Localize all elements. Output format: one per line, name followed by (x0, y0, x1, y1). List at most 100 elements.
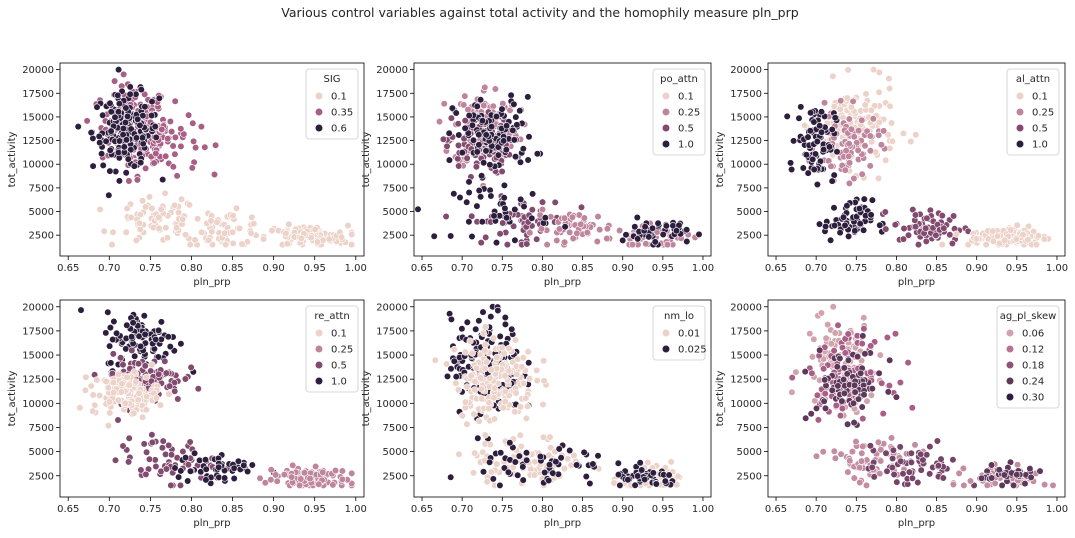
scatter-point (155, 326, 163, 335)
scatter-point (516, 403, 525, 411)
legend-label: 1.0 (1032, 140, 1048, 151)
scatter-point (177, 142, 185, 150)
scatter-point (162, 152, 170, 160)
x-tick-label: 0.75 (845, 504, 867, 515)
scatter-point (185, 201, 193, 209)
scatter-point (461, 116, 469, 125)
legend-label: 0.1 (331, 92, 347, 103)
scatter-point (120, 143, 128, 151)
scatter-point (202, 465, 210, 473)
scatter-point (490, 334, 498, 342)
scatter-point (152, 462, 160, 471)
scatter-point (129, 319, 137, 327)
scatter-point (186, 467, 195, 475)
scatter-point (896, 443, 904, 451)
legend-marker (1005, 328, 1015, 338)
x-tick-label: 0.70 (98, 263, 120, 274)
scatter-point (135, 219, 143, 227)
scatter-point (114, 416, 122, 424)
y-axis-label: tot_activity (715, 132, 726, 188)
x-tick-label: 1.00 (345, 263, 367, 274)
scatter-point (127, 213, 135, 222)
x-tick-label: 1.00 (1046, 263, 1068, 274)
y-tick-label: 10000 (730, 160, 762, 171)
scatter-point (1036, 467, 1044, 475)
scatter-point (196, 456, 204, 465)
scatter-point (93, 376, 101, 384)
y-tick-label: 17500 (376, 326, 408, 337)
scatter-point (837, 450, 845, 458)
scatter-point (881, 208, 889, 216)
scatter-point (482, 358, 491, 366)
scatter-point (622, 231, 630, 239)
scatter-point (857, 369, 865, 377)
scatter-point (849, 97, 857, 105)
scatter-point (87, 129, 95, 137)
scatter-point (515, 452, 523, 460)
scatter-point (188, 164, 196, 172)
scatter-point (787, 165, 796, 174)
scatter-point (344, 222, 352, 230)
scatter-point (474, 434, 482, 442)
scatter-point (651, 238, 659, 246)
scatter-point (654, 219, 662, 227)
y-axis-label: tot_activity (7, 371, 18, 427)
scatter-point (102, 329, 110, 337)
x-tick-label: 0.95 (652, 504, 674, 515)
scatter-point (126, 83, 134, 91)
scatter-point (491, 85, 500, 93)
scatter-point (854, 127, 863, 135)
scatter-point (633, 472, 642, 480)
scatter-point (177, 467, 185, 475)
legend-label: 0.25 (1032, 108, 1054, 119)
scatter-point (926, 443, 934, 451)
scatter-point (194, 215, 202, 223)
scatter-point (477, 96, 485, 104)
scatter-point (830, 102, 838, 111)
scatter-point (874, 174, 883, 182)
scatter-point (905, 468, 914, 476)
scatter-point (641, 223, 649, 231)
scatter-point (485, 404, 493, 413)
scatter-point (845, 159, 854, 167)
scatter-point (533, 377, 541, 385)
scatter-point (501, 398, 509, 406)
y-tick-label: 20000 (22, 65, 54, 76)
scatter-point (164, 333, 172, 341)
scatter-point (511, 408, 519, 416)
legend-title: re_attn (314, 311, 349, 322)
scatter-point (516, 158, 525, 166)
scatter-point (922, 224, 930, 232)
scatter-point (461, 124, 469, 132)
scatter-point (496, 332, 504, 341)
scatter-point (152, 133, 160, 141)
scatter-point (839, 213, 848, 221)
scatter-point (482, 233, 490, 241)
scatter-point (109, 379, 117, 387)
scatter-point (76, 404, 84, 412)
scatter-point (628, 241, 637, 249)
scatter-point (161, 357, 169, 365)
scatter-point (854, 146, 862, 154)
x-tick-label: 0.95 (304, 504, 326, 515)
scatter-point (479, 468, 488, 476)
scatter-point (477, 239, 485, 247)
scatter-point (143, 448, 151, 456)
scatter-point (201, 456, 210, 464)
scatter-point (137, 342, 145, 351)
scatter-point (105, 191, 113, 199)
scatter-point (1019, 231, 1027, 239)
x-tick-label: 0.70 (805, 263, 827, 274)
scatter-point (125, 177, 133, 185)
scatter-point (189, 119, 197, 127)
scatter-point (121, 399, 129, 407)
scatter-point (828, 177, 836, 185)
scatter-point (445, 129, 453, 137)
scatter-point (127, 125, 135, 133)
scatter-point (99, 111, 107, 119)
y-axis-label: tot_activity (715, 371, 726, 427)
scatter-point (267, 476, 275, 484)
legend-marker (1015, 139, 1025, 149)
y-tick-label: 5000 (737, 207, 762, 218)
x-tick-label: 0.90 (966, 263, 988, 274)
